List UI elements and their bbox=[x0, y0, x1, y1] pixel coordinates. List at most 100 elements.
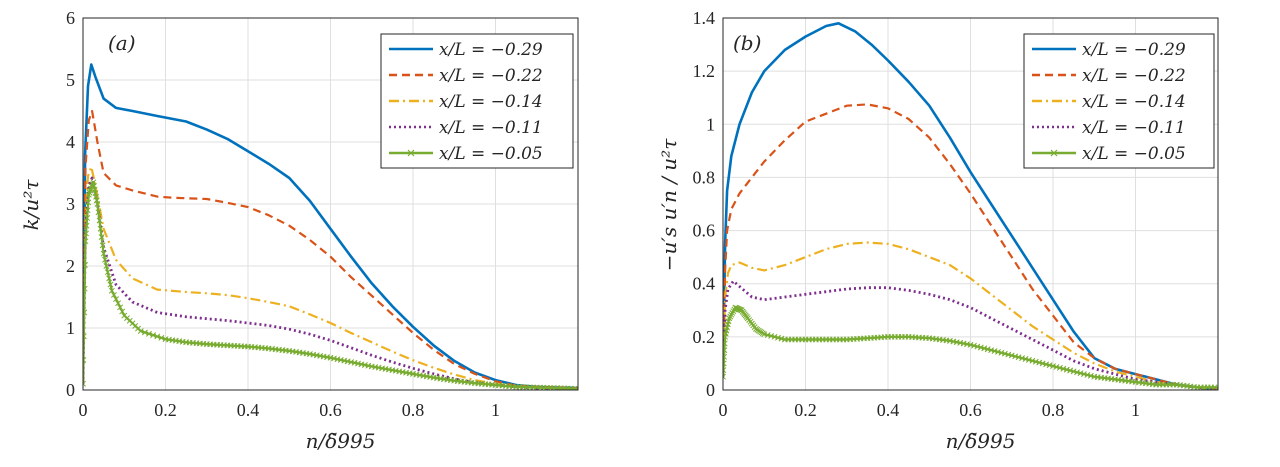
x-marker bbox=[1005, 351, 1012, 358]
x-marker bbox=[1087, 372, 1094, 379]
x-marker bbox=[100, 250, 107, 257]
x-tick-label: 0.2 bbox=[794, 400, 817, 420]
x-tick-label: 0.6 bbox=[959, 400, 982, 420]
series-line bbox=[723, 279, 1218, 390]
legend-marker bbox=[407, 149, 415, 157]
series-line bbox=[83, 109, 578, 390]
x-marker bbox=[137, 328, 144, 335]
legend: x/L = −0.29 x/L = −0.22 x/L = −0.14 x/L = −… bbox=[380, 33, 574, 169]
x-marker bbox=[83, 238, 89, 245]
x-marker bbox=[83, 309, 88, 316]
x-marker bbox=[1053, 364, 1060, 370]
x-marker bbox=[571, 385, 578, 390]
y-tick-label: 0.6 bbox=[693, 221, 716, 241]
x-tick-label: 1 bbox=[1131, 400, 1140, 420]
x-marker bbox=[970, 342, 977, 349]
x-marker bbox=[98, 234, 105, 241]
x-marker bbox=[83, 380, 86, 387]
x-marker bbox=[106, 275, 113, 282]
legend-label: x/L = −0.22 bbox=[1082, 66, 1186, 86]
legend-label: x/L = −0.29 bbox=[1082, 40, 1186, 60]
x-tick-label: 0.8 bbox=[1042, 400, 1065, 420]
x-marker bbox=[723, 347, 728, 354]
x-marker bbox=[981, 345, 988, 352]
x-marker bbox=[1070, 368, 1077, 375]
y-tick-label: 2 bbox=[66, 256, 75, 276]
y-tick-label: 1 bbox=[66, 318, 75, 338]
x-marker bbox=[1039, 360, 1046, 367]
x-tick-label: 0.2 bbox=[154, 400, 177, 420]
x-marker bbox=[83, 333, 87, 340]
x-marker bbox=[984, 346, 991, 353]
x-marker bbox=[991, 348, 998, 354]
x-marker bbox=[146, 330, 152, 337]
x-marker bbox=[102, 256, 108, 263]
x-marker bbox=[1211, 384, 1218, 390]
series-line bbox=[723, 22, 1218, 390]
x-marker bbox=[723, 360, 727, 367]
x-marker bbox=[1063, 366, 1070, 373]
x-marker bbox=[1008, 352, 1015, 359]
x-marker bbox=[1050, 363, 1056, 370]
y-axis-label: −u′s u′n / u²τ bbox=[657, 138, 681, 271]
x-marker bbox=[99, 242, 106, 249]
x-marker bbox=[1036, 359, 1043, 366]
x-tick-label: 1 bbox=[491, 400, 500, 420]
x-marker bbox=[84, 214, 91, 221]
x-marker bbox=[1060, 365, 1067, 372]
x-marker bbox=[95, 209, 102, 216]
y-tick-label: 1.2 bbox=[693, 61, 716, 81]
x-marker bbox=[103, 263, 110, 269]
x-marker bbox=[998, 349, 1005, 356]
x-marker bbox=[84, 207, 91, 214]
x-marker bbox=[117, 304, 124, 311]
legend-label: x/L = −0.14 bbox=[1082, 92, 1186, 112]
x-marker bbox=[1012, 353, 1019, 360]
x-marker bbox=[85, 199, 92, 206]
x-marker bbox=[1056, 364, 1063, 371]
x-marker bbox=[723, 373, 726, 380]
x-marker bbox=[1019, 355, 1026, 362]
series-line bbox=[83, 63, 578, 390]
y-tick-label: 5 bbox=[66, 70, 75, 90]
x-tick-label: 0.6 bbox=[319, 400, 342, 420]
y-tick-label: 3 bbox=[66, 194, 75, 214]
y-tick-label: 1.4 bbox=[693, 8, 716, 28]
x-marker bbox=[154, 333, 161, 340]
x-axis-label: n/δ̃995 bbox=[946, 429, 1016, 453]
legend: x/L = −0.29 x/L = −0.22 x/L = −0.14 x/L = −… bbox=[1023, 33, 1215, 169]
panel-label: (a) bbox=[108, 31, 136, 55]
legend-label: x/L = −0.22 bbox=[439, 66, 543, 86]
legend-label: x/L = −0.29 bbox=[439, 40, 543, 60]
x-tick-label: 0 bbox=[79, 400, 88, 420]
x-marker bbox=[113, 296, 119, 303]
x-marker bbox=[974, 343, 981, 350]
y-tick-label: 6 bbox=[66, 8, 75, 28]
x-marker bbox=[158, 334, 165, 341]
x-marker bbox=[1043, 361, 1050, 368]
x-tick-label: 0.8 bbox=[402, 400, 425, 420]
x-marker bbox=[83, 285, 88, 292]
x-marker bbox=[761, 331, 768, 338]
x-marker bbox=[1077, 370, 1084, 377]
x-marker bbox=[723, 353, 727, 360]
x-marker bbox=[1084, 371, 1091, 378]
y-tick-label: 0.4 bbox=[693, 274, 716, 294]
x-marker bbox=[771, 333, 778, 340]
x-marker bbox=[94, 201, 101, 207]
x-marker bbox=[110, 291, 117, 298]
x-axis-label: n/δ̃995 bbox=[306, 429, 376, 453]
legend-label: x/L = −0.11 bbox=[439, 118, 543, 138]
y-tick-label: 0.2 bbox=[693, 327, 716, 347]
x-marker bbox=[115, 300, 122, 307]
x-marker bbox=[977, 344, 984, 351]
x-marker bbox=[104, 269, 111, 276]
x-marker bbox=[1074, 369, 1081, 376]
legend-label: x/L = −0.14 bbox=[439, 92, 543, 112]
legend-label: x/L = −0.11 bbox=[1082, 118, 1186, 138]
y-tick-label: 1 bbox=[706, 114, 715, 134]
x-marker bbox=[1032, 358, 1039, 365]
y-tick-label: 4 bbox=[66, 132, 75, 152]
y-axis-label: k/u²τ bbox=[19, 179, 43, 231]
chart-panel-a: 0 0.2 0.4 0.6 0.8 1 0 1 2 3 4 5 6 (a) n/δ̃995 k/u²τ x/L … bbox=[19, 8, 579, 453]
